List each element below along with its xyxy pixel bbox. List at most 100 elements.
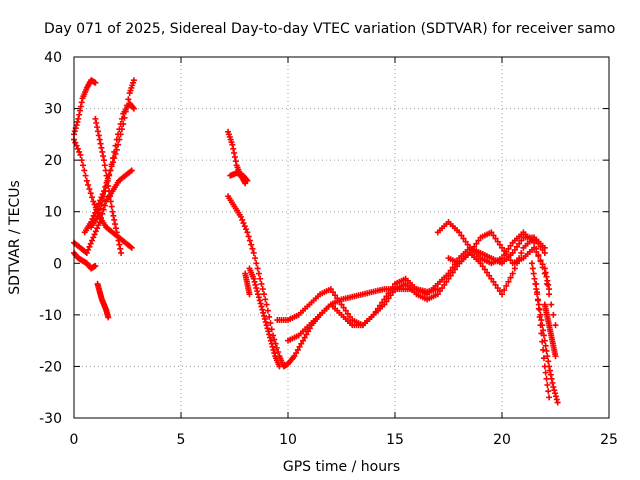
- data-point-marker: [544, 277, 551, 284]
- data-point-marker: [105, 182, 112, 189]
- data-point-marker: [102, 167, 109, 174]
- chart-title: Day 071 of 2025, Sidereal Day-to-day VTE…: [44, 21, 615, 37]
- data-point-marker: [114, 233, 121, 240]
- data-point-marker: [535, 253, 542, 260]
- x-tick-label: 15: [386, 432, 404, 448]
- data-point-marker: [263, 301, 270, 308]
- data-point-marker: [473, 240, 480, 247]
- data-point-marker: [254, 288, 261, 295]
- data-point-marker: [296, 343, 303, 350]
- y-tick-label: -30: [39, 411, 62, 427]
- data-point-marker: [530, 270, 537, 277]
- data-point-marker: [303, 331, 310, 338]
- x-tick-label: 10: [279, 432, 297, 448]
- data-point-marker: [73, 122, 80, 129]
- data-point-marker: [541, 244, 548, 251]
- data-point-marker: [258, 303, 265, 310]
- data-point-marker: [95, 132, 102, 139]
- data-point-marker: [507, 242, 514, 249]
- data-point-marker: [261, 315, 268, 322]
- data-point-marker: [87, 190, 94, 197]
- data-point-marker: [542, 269, 549, 276]
- data-point-marker: [541, 249, 548, 256]
- data-point-marker: [531, 275, 538, 282]
- x-tick-label: 5: [177, 432, 186, 448]
- data-point-marker: [118, 115, 125, 122]
- data-point-marker: [381, 301, 388, 308]
- data-point-marker: [249, 245, 256, 252]
- data-point-marker: [492, 281, 499, 288]
- data-point-marker: [329, 289, 336, 296]
- data-point-marker: [103, 172, 110, 179]
- data-point-marker: [92, 79, 99, 86]
- data-point-marker: [488, 275, 495, 282]
- data-point-marker: [541, 270, 548, 277]
- data-point-marker: [537, 257, 544, 264]
- data-point-marker: [507, 257, 514, 264]
- data-point-marker: [94, 128, 101, 135]
- data-point-marker: [76, 107, 83, 114]
- data-point-marker: [513, 243, 520, 250]
- x-tick-label: 25: [600, 432, 618, 448]
- data-point-marker: [101, 162, 108, 169]
- data-point-marker: [549, 379, 556, 386]
- data-point-marker: [539, 261, 546, 268]
- data-point-marker: [258, 280, 265, 287]
- data-point-marker: [534, 297, 541, 304]
- data-point-marker: [99, 197, 106, 204]
- data-point-marker: [547, 371, 554, 378]
- data-point-marker: [542, 369, 549, 376]
- data-point-marker: [550, 384, 557, 391]
- data-point-marker: [254, 265, 261, 272]
- data-point-marker: [545, 388, 552, 395]
- y-tick-label: -10: [39, 308, 62, 324]
- data-point-marker: [503, 251, 510, 258]
- data-point-marker: [486, 272, 493, 279]
- data-point-marker: [90, 212, 97, 219]
- data-point-marker: [389, 289, 396, 296]
- data-point-marker: [97, 140, 104, 147]
- data-point-marker: [248, 241, 255, 248]
- data-point-marker: [231, 149, 238, 156]
- data-point-marker: [451, 266, 458, 273]
- data-point-marker: [95, 209, 102, 216]
- data-point-marker: [229, 141, 236, 148]
- data-point-marker: [108, 203, 115, 210]
- data-point-marker: [538, 330, 545, 337]
- data-point-marker: [552, 393, 559, 400]
- data-point-marker: [338, 301, 345, 308]
- data-point-marker: [252, 255, 259, 262]
- data-point-marker: [546, 394, 553, 401]
- data-point-marker: [293, 350, 300, 357]
- data-point-marker: [475, 237, 482, 244]
- plot-frame: [73, 56, 610, 419]
- y-tick-label: 0: [53, 256, 62, 272]
- data-series-arc-20: [541, 301, 559, 360]
- data-point-marker: [239, 216, 246, 223]
- data-point-marker: [387, 292, 394, 299]
- data-point-marker: [536, 306, 543, 313]
- data-point-marker: [77, 103, 84, 110]
- x-tick-label: 0: [70, 432, 79, 448]
- data-point-marker: [260, 309, 267, 316]
- data-point-marker: [552, 390, 559, 397]
- data-point-marker: [458, 232, 465, 239]
- data-point-marker: [90, 234, 97, 241]
- data-point-marker: [445, 275, 452, 282]
- data-point-marker: [327, 286, 334, 293]
- data-point-marker: [109, 208, 116, 215]
- data-point-marker: [501, 247, 508, 254]
- data-point-marker: [253, 285, 260, 292]
- data-point-marker: [265, 328, 272, 335]
- data-point-marker: [533, 280, 540, 287]
- data-point-marker: [261, 291, 268, 298]
- data-point-marker: [447, 272, 454, 279]
- data-point-marker: [511, 265, 518, 272]
- data-point-marker: [91, 231, 98, 238]
- data-point-marker: [471, 243, 478, 250]
- data-point-marker: [436, 288, 443, 295]
- data-point-marker: [259, 306, 266, 313]
- data-point-marker: [267, 337, 274, 344]
- data-point-marker: [342, 307, 349, 314]
